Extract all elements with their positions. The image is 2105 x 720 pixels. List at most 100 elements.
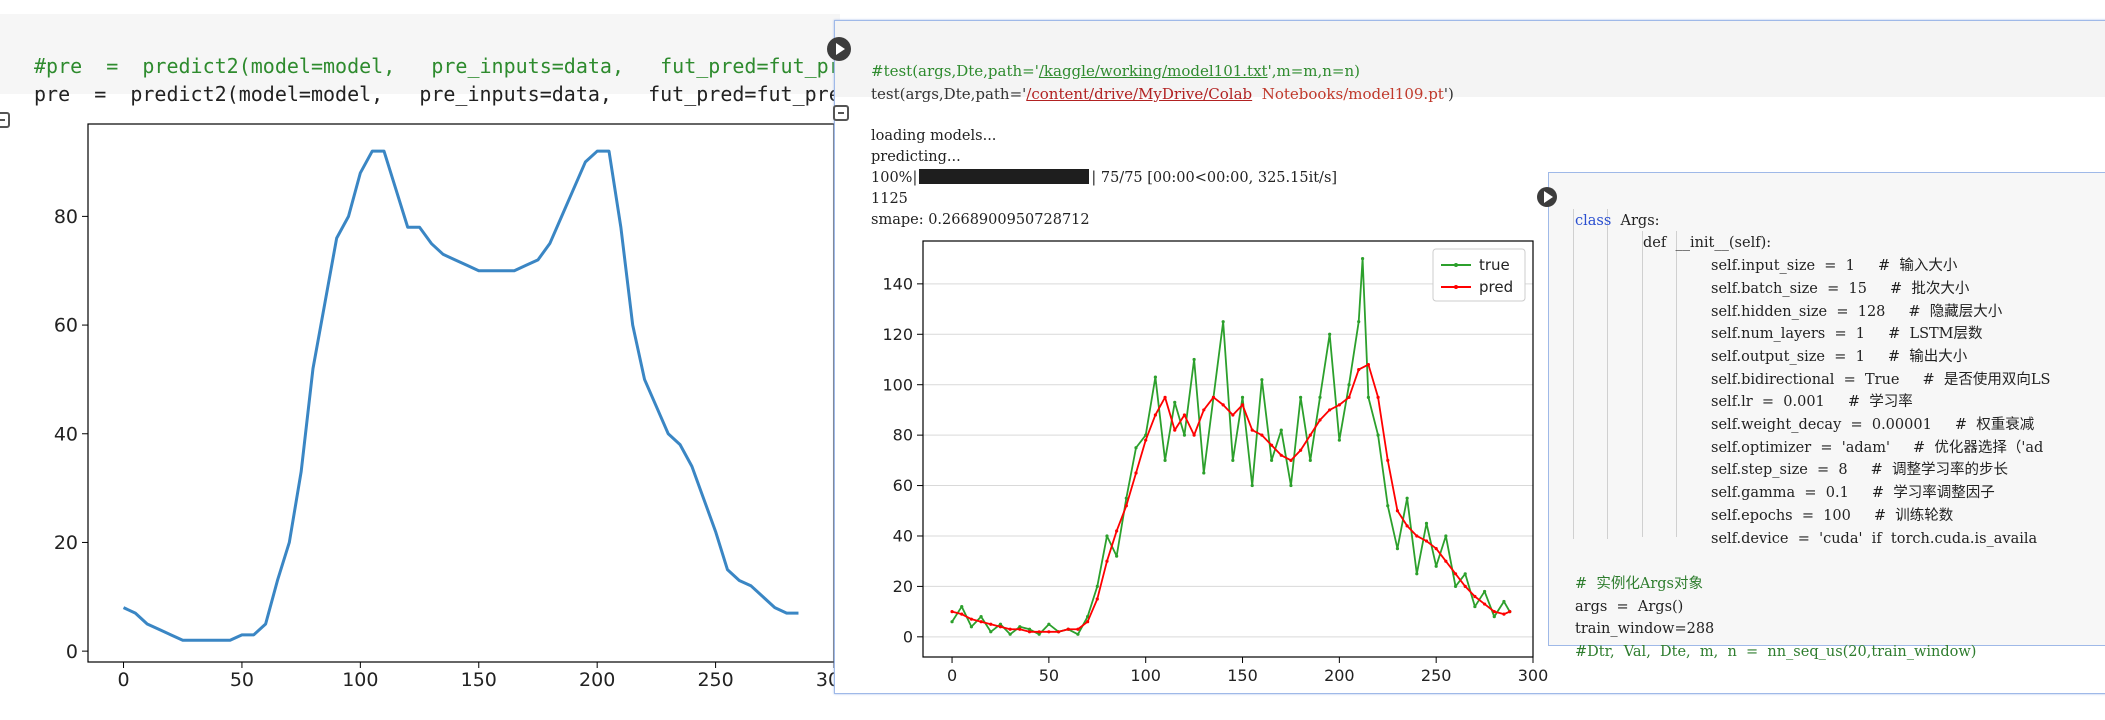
true-point	[960, 604, 964, 609]
code-line: pre = predict2(model=model, pre_inputs=d…	[34, 82, 865, 106]
x-tick-label: 150	[1227, 666, 1258, 685]
true-point	[1202, 471, 1206, 475]
true-point	[1453, 584, 1458, 589]
output-line: smape: 0.2668900950728712	[871, 212, 1090, 228]
pred-point	[1018, 627, 1022, 631]
true-point	[1134, 446, 1138, 450]
true-point	[1492, 615, 1496, 619]
pred-point	[1153, 413, 1157, 417]
pred-point	[1202, 408, 1206, 412]
pred-point	[1047, 630, 1051, 634]
y-tick-label: 20	[893, 577, 913, 596]
pred-point	[1105, 559, 1109, 563]
y-tick-label: 120	[882, 325, 913, 344]
pred-point	[998, 625, 1003, 629]
true-point	[989, 630, 993, 634]
code-line: def __init__(self):	[1643, 235, 1772, 252]
x-tick-label: 50	[230, 669, 254, 691]
pred-point	[1424, 539, 1429, 543]
pred-point	[1037, 630, 1041, 634]
code-line: self.device = 'cuda' if torch.cuda.is_av…	[1711, 530, 2038, 547]
true-point	[1347, 383, 1351, 387]
pred-point	[1240, 403, 1245, 407]
y-tick-label: 100	[882, 375, 913, 394]
pred-point	[1299, 448, 1303, 452]
play-icon	[836, 43, 845, 55]
true-point	[1482, 589, 1487, 594]
pred-point	[960, 612, 964, 616]
run-cell-button[interactable]	[827, 37, 851, 61]
progress-stats: 75/75 [00:00<00:00, 325.15it/s]	[1100, 170, 1338, 186]
x-tick-label: 300	[1518, 666, 1549, 685]
true-point	[1027, 627, 1032, 631]
progress-percent: 100%	[871, 170, 913, 186]
true-point	[1337, 438, 1341, 442]
x-tick-label: 100	[342, 669, 378, 691]
code-line: self.num_layers = 1 # LSTM层数	[1711, 326, 1983, 343]
pred-point	[989, 622, 993, 626]
y-tick-label: 0	[66, 641, 78, 663]
middle-code-editor[interactable]: #test(args,Dte,path='/kaggle/working/mod…	[827, 21, 2105, 103]
cell-output: loading models... predicting... 100%| | 75/…	[871, 105, 1337, 273]
pred-point	[1444, 559, 1448, 563]
progress-bar	[919, 169, 1090, 184]
pred-point	[1473, 594, 1477, 599]
pred-point	[1279, 453, 1283, 457]
true-point	[1240, 395, 1245, 399]
pred-point	[1182, 413, 1187, 417]
left-code-editor[interactable]: #pre = predict2(model=model, pre_inputs=…	[0, 14, 961, 106]
pred-point	[1211, 395, 1216, 399]
pred-point	[1231, 413, 1235, 417]
true-point	[1250, 483, 1254, 488]
pred-point	[1318, 418, 1322, 422]
output-toggle-icon[interactable]	[0, 112, 10, 128]
true-point	[1153, 375, 1157, 379]
true-point	[1376, 433, 1380, 437]
pred-point	[1492, 610, 1496, 614]
right-notebook-cell[interactable]: class Args: def __init__(self): self.input…	[1537, 172, 2105, 660]
true-series-line	[951, 257, 1511, 636]
true-point	[1328, 332, 1332, 336]
pred-point	[1066, 627, 1070, 631]
code-editor: class Args: def __init__(self): self.input…	[1575, 187, 2051, 709]
pred-point	[1027, 630, 1032, 634]
path-string: /content/drive/MyDrive/Colab	[1026, 85, 1253, 103]
code-line: self.gamma = 0.1 # 学习率调整因子	[1711, 485, 1995, 502]
legend-label: pred	[1479, 278, 1513, 296]
true-point	[1221, 320, 1225, 324]
y-tick-label: 60	[54, 315, 78, 337]
pred-point	[1192, 433, 1196, 437]
true-point	[1360, 257, 1365, 261]
code-line: # 实例化Args对象	[1575, 575, 1703, 592]
pred-point	[1502, 612, 1506, 616]
x-tick-label: 200	[1324, 666, 1355, 685]
pred-point	[1289, 458, 1293, 462]
output-toggle-icon[interactable]	[833, 105, 849, 121]
legend-label: true	[1479, 256, 1510, 274]
true-point	[1269, 458, 1274, 462]
run-cell-button[interactable]	[1537, 187, 1557, 207]
pred-point	[1434, 546, 1438, 551]
pred-point	[1405, 524, 1409, 528]
x-tick-label: 250	[697, 669, 733, 691]
code-line: #pre = predict2(model=model, pre_inputs=…	[34, 54, 962, 78]
data-series-line	[122, 149, 799, 642]
y-tick-label: 80	[893, 426, 913, 445]
pred-point	[1508, 610, 1512, 614]
x-tick-label: 300	[816, 669, 840, 691]
code-text: test(args,Dte,path='	[871, 85, 1027, 103]
pred-point	[1337, 403, 1341, 407]
pred-series-line	[951, 363, 1511, 633]
code-line: self.epochs = 100 # 训练轮数	[1711, 507, 1954, 524]
y-tick-label: 60	[893, 476, 913, 495]
pred-point	[1347, 395, 1351, 399]
pred-point	[1415, 534, 1419, 538]
true-point	[1173, 400, 1177, 404]
true-point	[1473, 604, 1477, 609]
true-point	[1357, 320, 1361, 324]
pred-point	[1357, 367, 1361, 372]
true-point	[1415, 572, 1419, 576]
code-line: self.bidirectional = True # 是否使用双向LS	[1711, 371, 2051, 388]
play-icon	[1544, 191, 1553, 203]
path-string: Notebooks/model109.pt	[1261, 85, 1444, 103]
